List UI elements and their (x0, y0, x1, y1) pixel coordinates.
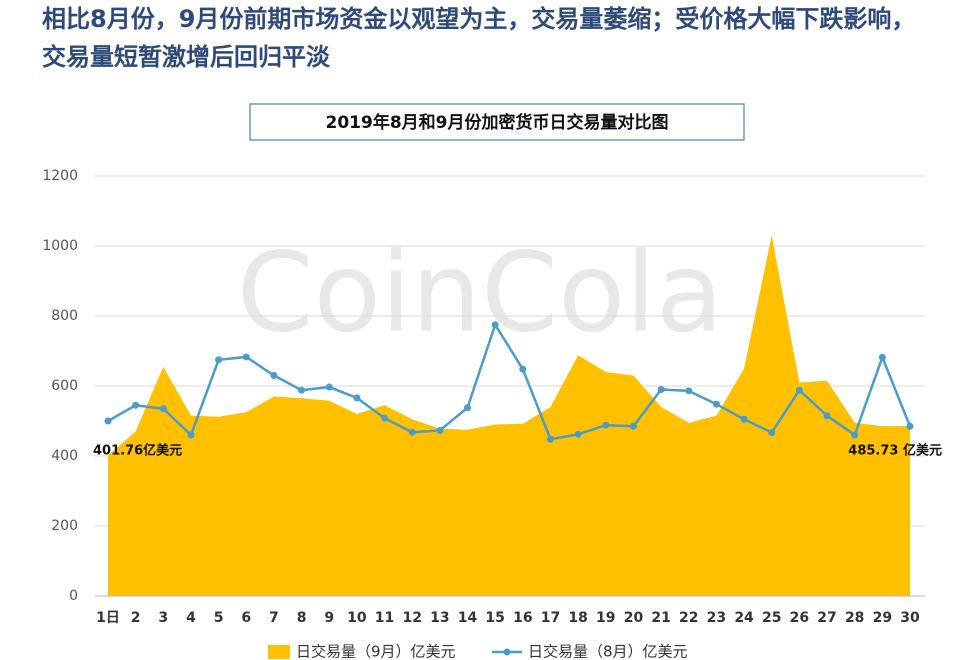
point (187, 431, 195, 439)
x-tick-label: 5 (214, 610, 224, 626)
point (685, 387, 693, 395)
point (381, 414, 389, 422)
x-tick-label: 17 (541, 610, 560, 626)
point (851, 431, 859, 439)
point (906, 422, 914, 430)
point (464, 404, 472, 412)
y-tick-label: 1000 (42, 238, 78, 254)
x-tick-label: 29 (873, 610, 892, 626)
point (546, 435, 554, 443)
legend-swatch (503, 648, 511, 656)
x-tick-label: 6 (241, 610, 251, 626)
point (325, 383, 333, 391)
point (353, 394, 361, 402)
legend-label: 日交易量（9月）亿美元 (296, 643, 456, 660)
watermark: CoinCola (237, 228, 723, 356)
point (519, 365, 527, 373)
x-tick-label: 9 (324, 610, 334, 626)
x-tick-label: 22 (679, 610, 698, 626)
legend-swatch (268, 645, 290, 659)
legend-label: 日交易量（8月）亿美元 (528, 643, 688, 660)
x-tick-label: 8 (297, 610, 307, 626)
area (108, 235, 910, 596)
point (768, 429, 776, 437)
chart-title: 2019年8月和9月份加密货币日交易量对比图 (326, 112, 669, 133)
x-tick-label: 26 (790, 610, 809, 626)
point (408, 428, 416, 436)
point (602, 421, 610, 429)
point (795, 386, 803, 394)
point (878, 353, 886, 361)
point (132, 401, 140, 409)
x-tick-label: 12 (402, 610, 421, 626)
point (491, 321, 499, 329)
point (104, 417, 112, 425)
point (436, 426, 444, 434)
line (107, 321, 912, 441)
y-tick-label: 0 (69, 588, 78, 604)
y-tick-label: 400 (51, 448, 78, 464)
x-tick-label: 4 (186, 610, 196, 626)
point (629, 422, 637, 430)
data-label: 401.76亿美元 (93, 443, 182, 459)
point (242, 353, 250, 361)
x-tick-label: 24 (734, 610, 754, 626)
headline: 相比8月份，9月份前期市场资金以观望为主，交易量萎缩；受价格大幅下跌影响，交易量… (42, 5, 916, 71)
y-tick-label: 1200 (42, 168, 78, 184)
point (574, 430, 582, 438)
y-tick-label: 800 (51, 308, 78, 324)
x-tick-label: 7 (269, 610, 279, 626)
data-label: 485.73 亿美元 (848, 443, 942, 459)
x-tick-label: 25 (762, 610, 781, 626)
x-tick-label: 10 (347, 610, 367, 626)
title-box (249, 103, 745, 141)
point (270, 372, 278, 379)
x-tick-label: 15 (485, 610, 504, 626)
point (712, 400, 720, 408)
x-tick-label: 30 (900, 610, 920, 626)
x-tick-label: 21 (651, 610, 670, 626)
x-tick-label: 13 (430, 610, 449, 626)
point (159, 405, 167, 413)
x-tick-label: 20 (624, 610, 644, 626)
x-tick-label: 28 (845, 610, 864, 626)
x-tick-label: 3 (158, 610, 168, 626)
x-tick-label: 1日 (96, 610, 120, 626)
x-tick-label: 14 (458, 610, 478, 626)
point (823, 412, 831, 420)
y-tick-label: 600 (51, 378, 78, 394)
x-tick-label: 2 (131, 610, 141, 626)
point (740, 415, 748, 423)
x-tick-label: 27 (817, 610, 836, 626)
point (657, 386, 665, 393)
x-tick-label: 11 (375, 610, 394, 626)
x-tick-label: 16 (513, 610, 532, 626)
y-tick-label: 200 (51, 518, 78, 534)
x-tick-label: 23 (707, 610, 726, 626)
x-tick-label: 19 (596, 610, 615, 626)
point (298, 386, 306, 394)
x-tick-label: 18 (568, 610, 587, 626)
point (215, 356, 223, 364)
